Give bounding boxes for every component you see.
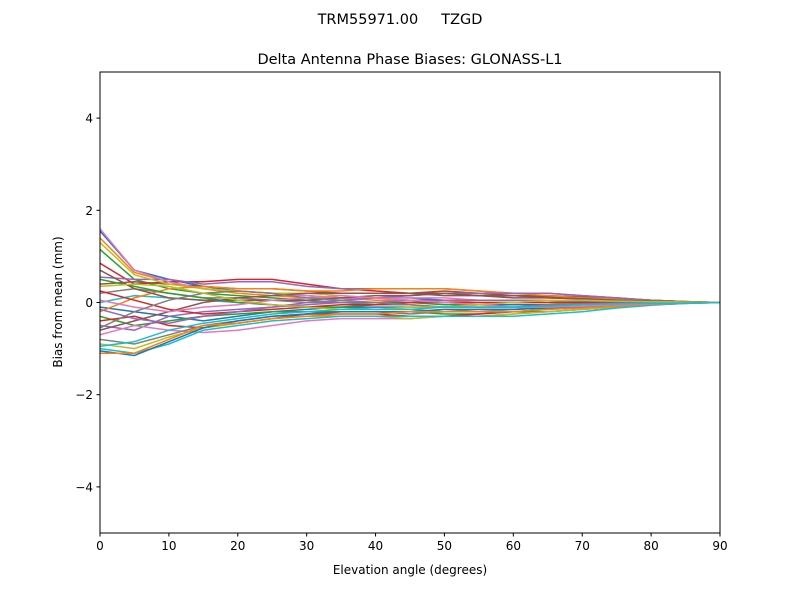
- series-line-26: [100, 269, 720, 304]
- x-tick-label: 70: [575, 539, 590, 553]
- x-tick-label: 80: [643, 539, 658, 553]
- y-tick-label: −2: [75, 388, 93, 402]
- series-line-30: [100, 301, 720, 348]
- y-tick-label: 4: [85, 112, 93, 126]
- y-tick-label: 0: [85, 296, 93, 310]
- y-axis: −4 −2 0 2 4: [75, 112, 100, 494]
- y-tick-label: 2: [85, 204, 93, 218]
- series-lines: [100, 228, 720, 357]
- y-tick-label: −4: [75, 480, 93, 494]
- x-tick-label: 30: [299, 539, 314, 553]
- x-tick-label: 40: [368, 539, 383, 553]
- x-tick-label: 50: [437, 539, 452, 553]
- x-axis: 0 10 20 30 40 50 60 70 80 90: [96, 533, 728, 553]
- x-tick-label: 20: [230, 539, 245, 553]
- x-tick-label: 60: [506, 539, 521, 553]
- series-line-29: [100, 283, 720, 311]
- series-line-27: [100, 294, 720, 313]
- x-tick-label: 10: [161, 539, 176, 553]
- x-tick-label: 0: [96, 539, 104, 553]
- x-axis-label: Elevation angle (degrees): [333, 563, 487, 577]
- series-line-20: [100, 301, 720, 354]
- y-axis-label: Bias from mean (mm): [51, 236, 65, 367]
- chart-title: Delta Antenna Phase Biases: GLONASS-L1: [257, 52, 562, 68]
- x-tick-label: 90: [712, 539, 727, 553]
- chart-suptitle: TRM55971.00 TZGD: [317, 12, 483, 28]
- series-line-12: [100, 285, 720, 313]
- series-line-24: [100, 290, 720, 315]
- series-line-22: [100, 301, 720, 354]
